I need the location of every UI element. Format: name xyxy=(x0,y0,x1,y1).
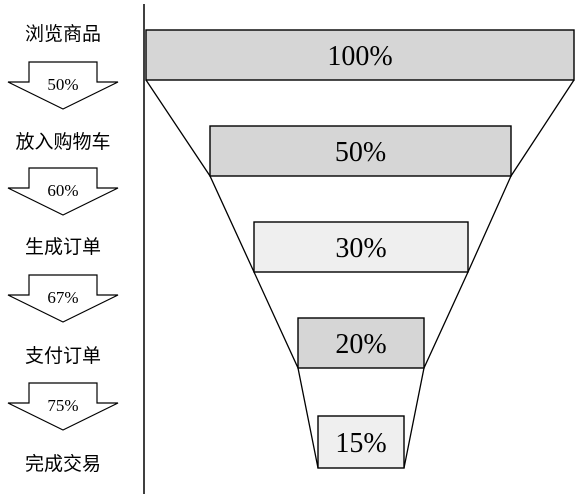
funnel-bar-label-4: 20% xyxy=(335,329,386,360)
conversion-arrow-1 xyxy=(7,61,119,110)
conversion-rate-label-2: 60% xyxy=(47,181,78,200)
conversion-arrow-4 xyxy=(7,382,119,431)
conversion-arrow-3 xyxy=(7,274,119,323)
funnel-bar-4 xyxy=(297,317,425,369)
conversion-rate-label-3: 67% xyxy=(47,288,78,307)
funnel-bar-2 xyxy=(209,125,512,177)
stage-label-4: 支付订单 xyxy=(25,345,101,367)
funnel-bars: 100% 50% 30% 20% 15% xyxy=(145,29,575,469)
funnel-bar-5 xyxy=(317,415,405,469)
conversion-rate-label-4: 75% xyxy=(47,396,78,415)
stage-label-3: 生成订单 xyxy=(25,236,101,258)
funnel-bar-1 xyxy=(145,29,575,81)
funnel-bar-label-5: 15% xyxy=(335,428,386,459)
conversion-arrows: 50% 60% 67% 75% xyxy=(7,61,119,431)
stage-label-2: 放入购物车 xyxy=(15,131,110,153)
funnel-bar-label-1: 100% xyxy=(327,41,392,72)
stage-label-1: 浏览商品 xyxy=(25,23,101,45)
conversion-arrow-2 xyxy=(7,167,119,216)
conversion-rate-label-1: 50% xyxy=(47,75,78,94)
funnel-bar-3 xyxy=(253,221,469,273)
funnel-bar-label-2: 50% xyxy=(335,137,386,168)
funnel-bar-label-3: 30% xyxy=(335,233,386,264)
stage-label-5: 完成交易 xyxy=(25,453,101,475)
